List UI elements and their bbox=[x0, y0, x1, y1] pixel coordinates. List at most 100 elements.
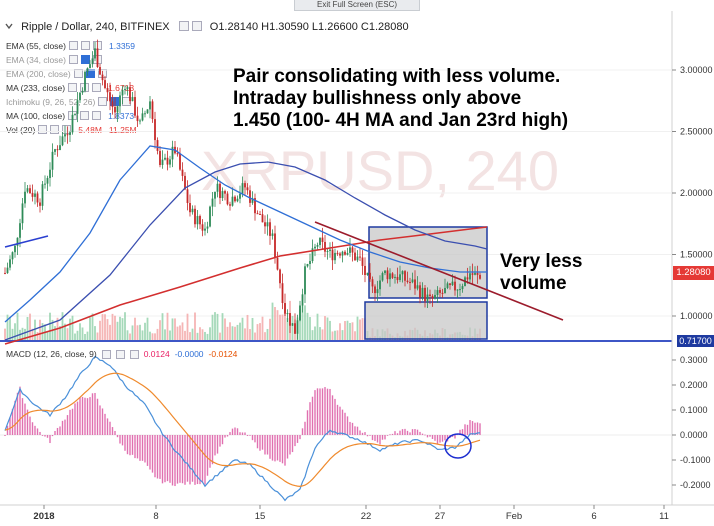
volume-bar bbox=[116, 321, 119, 340]
macd-tick-label: 0.3000 bbox=[680, 355, 708, 365]
volume-bar bbox=[301, 304, 304, 340]
macd-hist-bar bbox=[206, 435, 209, 476]
candle-body bbox=[374, 286, 376, 294]
settings-icon[interactable] bbox=[80, 111, 90, 120]
macd-hist-bar bbox=[326, 388, 329, 435]
macd-hist-bar bbox=[191, 435, 194, 482]
eye-icon[interactable] bbox=[68, 83, 78, 92]
settings-icon[interactable] bbox=[50, 125, 60, 134]
settings-icon[interactable] bbox=[115, 349, 125, 359]
candle-body bbox=[284, 302, 286, 314]
candle-body bbox=[264, 222, 266, 227]
macd-hist-bar bbox=[166, 435, 169, 482]
macd-hist-bar bbox=[346, 416, 349, 435]
time-tick-label: 11 bbox=[659, 511, 669, 522]
volume-bar bbox=[239, 322, 241, 340]
volume-bar bbox=[346, 320, 349, 340]
hidden-eye-icon[interactable] bbox=[81, 55, 90, 64]
volume-bar bbox=[241, 317, 244, 340]
candle-body bbox=[409, 281, 411, 283]
candle-body bbox=[436, 290, 439, 295]
candle-body bbox=[166, 157, 169, 165]
volume-bar bbox=[191, 328, 194, 340]
candle-body bbox=[244, 183, 246, 188]
close-icon[interactable] bbox=[129, 349, 139, 359]
eye-icon[interactable] bbox=[69, 41, 78, 50]
symbol-title[interactable]: Ripple / Dollar, 240, BITFINEX bbox=[21, 21, 170, 33]
candle-body bbox=[161, 159, 164, 165]
macd-hist-bar bbox=[231, 428, 234, 435]
candle-body bbox=[279, 269, 281, 284]
candle-body bbox=[4, 272, 6, 274]
volume-bar bbox=[304, 305, 306, 340]
exit-fullscreen-button[interactable]: Exit Full Screen (ESC) bbox=[294, 0, 420, 11]
close-icon[interactable] bbox=[62, 125, 72, 134]
eye-icon[interactable] bbox=[38, 125, 48, 134]
macd-hist-bar bbox=[426, 435, 429, 438]
consolidation-box[interactable] bbox=[368, 226, 488, 299]
macd-cross-highlight[interactable] bbox=[444, 433, 472, 459]
legend-vol[interactable]: Vol (20) 5.48M 11.25M bbox=[6, 123, 137, 136]
macd-hist-bar bbox=[39, 431, 41, 435]
macd-hist-bar bbox=[49, 435, 51, 444]
candle-body bbox=[249, 190, 251, 203]
macd-hist-bar bbox=[29, 416, 31, 435]
volume-bar bbox=[189, 332, 191, 340]
macd-tick-label: 0.2000 bbox=[680, 380, 708, 390]
eye-icon[interactable] bbox=[101, 349, 111, 359]
candle-body bbox=[156, 140, 159, 151]
macd-hist-bar bbox=[416, 429, 419, 435]
candle-body bbox=[81, 90, 84, 93]
candle-body bbox=[16, 237, 19, 246]
low-volume-box[interactable] bbox=[364, 301, 488, 340]
legend-ma100-value: 1.8373 bbox=[108, 110, 135, 121]
macd-legend[interactable]: MACD (12, 26, close, 9) 0.0124 -0.0000 -… bbox=[6, 349, 237, 359]
close-icon[interactable] bbox=[92, 83, 102, 92]
macd-hist-bar bbox=[124, 435, 126, 451]
macd-hist-bar bbox=[96, 398, 99, 435]
candle-body bbox=[211, 198, 214, 207]
candle-body bbox=[269, 222, 271, 236]
time-axis[interactable]: 2018 8 15 22 27 Feb 6 11 bbox=[33, 505, 669, 522]
candle-body bbox=[319, 237, 321, 246]
volume-bar bbox=[76, 330, 79, 340]
volume-bar bbox=[229, 322, 231, 340]
macd-hist-bar bbox=[211, 435, 214, 465]
candle-body bbox=[346, 252, 349, 255]
macd-hist-bar bbox=[309, 402, 311, 435]
volume-bar bbox=[104, 314, 106, 340]
candle-body bbox=[54, 149, 56, 152]
candle-body bbox=[44, 183, 46, 185]
candle-body bbox=[429, 294, 431, 296]
eye-icon[interactable] bbox=[98, 97, 108, 106]
volume-bar bbox=[66, 328, 69, 340]
settings-icons[interactable] bbox=[178, 21, 205, 31]
close-icon[interactable] bbox=[92, 111, 102, 120]
candle-body bbox=[251, 198, 254, 203]
candle-body bbox=[441, 292, 444, 294]
macd-tick-label: 0.0000 bbox=[680, 430, 708, 440]
macd-hist-bar bbox=[151, 435, 154, 473]
macd-axis[interactable]: 0.3000 0.2000 0.1000 0.0000 -0.1000 -0.2000 bbox=[672, 355, 711, 490]
trendline-resistance[interactable] bbox=[314, 221, 564, 321]
collapse-icon[interactable] bbox=[4, 21, 14, 31]
candle-body bbox=[66, 134, 69, 136]
eye-icon[interactable] bbox=[69, 55, 78, 64]
macd-hist-bar bbox=[154, 435, 156, 478]
macd-hist-bar bbox=[286, 435, 289, 459]
candle-body bbox=[124, 88, 126, 90]
macd-hist-bar bbox=[289, 435, 291, 455]
candle-body bbox=[116, 106, 119, 113]
macd-hist-bar bbox=[466, 424, 469, 435]
volume-bar bbox=[184, 330, 186, 340]
volume-bar bbox=[64, 323, 66, 340]
macd-hist-bar bbox=[244, 432, 246, 435]
trendline-support[interactable] bbox=[4, 235, 49, 248]
macd-tick-label: -0.1000 bbox=[680, 455, 711, 465]
price-axis[interactable]: 3.00000 2.50000 2.00000 1.50000 1.00000 bbox=[672, 65, 713, 321]
legend-ma233[interactable]: MA (233, close) 1.6713 bbox=[6, 81, 134, 94]
candle-body bbox=[194, 208, 196, 225]
settings-icon[interactable] bbox=[81, 41, 90, 50]
candle-body bbox=[209, 206, 211, 227]
